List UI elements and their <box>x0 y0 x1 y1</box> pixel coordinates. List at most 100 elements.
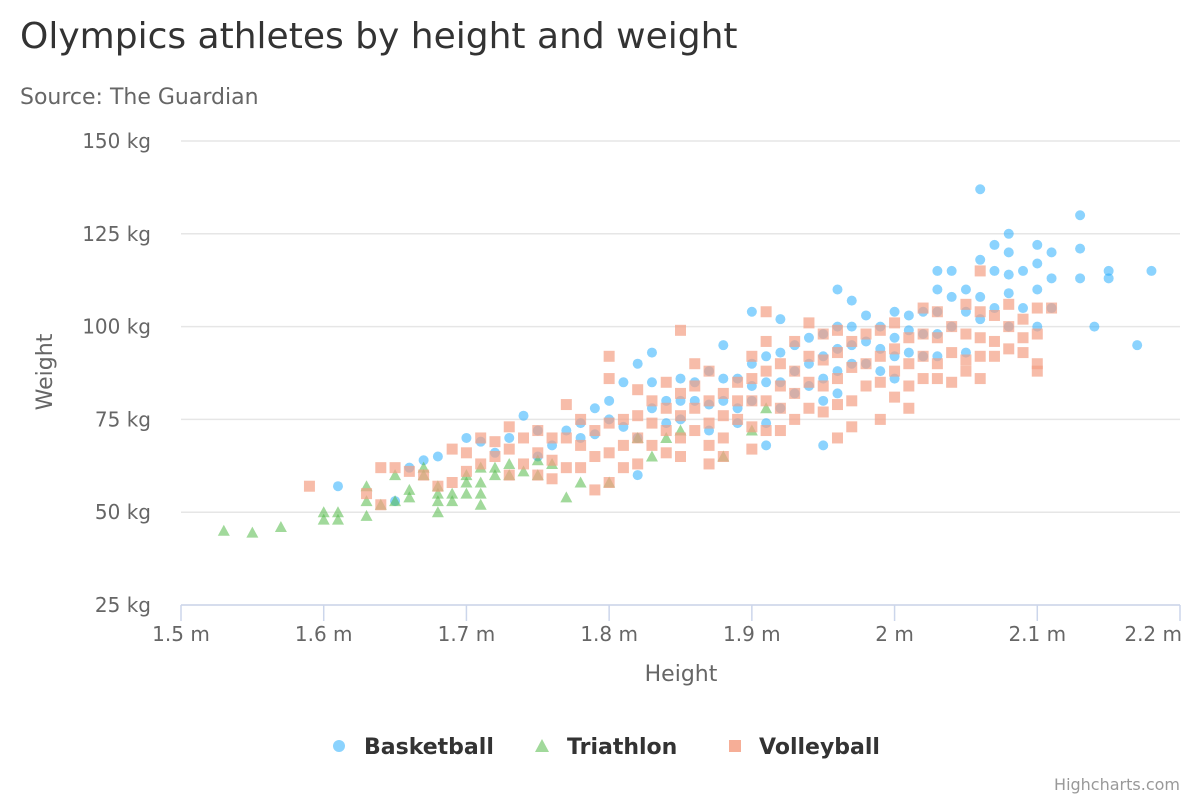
point-triathlon[interactable] <box>517 465 530 477</box>
point-volleyball[interactable] <box>789 365 801 377</box>
point-volleyball[interactable] <box>1031 358 1043 370</box>
point-basketball[interactable] <box>504 432 515 443</box>
point-volleyball[interactable] <box>974 265 986 277</box>
point-basketball[interactable] <box>1032 239 1043 250</box>
point-volleyball[interactable] <box>903 332 915 344</box>
point-volleyball[interactable] <box>603 350 615 362</box>
point-volleyball[interactable] <box>1031 302 1043 314</box>
point-basketball[interactable] <box>761 440 772 451</box>
point-volleyball[interactable] <box>303 480 315 492</box>
point-volleyball[interactable] <box>874 324 886 336</box>
point-volleyball[interactable] <box>1017 347 1029 359</box>
point-volleyball[interactable] <box>846 361 858 373</box>
point-basketball[interactable] <box>989 239 1000 250</box>
point-basketball[interactable] <box>1103 273 1114 284</box>
point-volleyball[interactable] <box>889 343 901 355</box>
point-volleyball[interactable] <box>660 425 672 437</box>
point-triathlon[interactable] <box>317 513 330 525</box>
point-volleyball[interactable] <box>860 380 872 392</box>
point-volleyball[interactable] <box>503 421 515 433</box>
point-volleyball[interactable] <box>703 439 715 451</box>
point-triathlon[interactable] <box>760 402 773 414</box>
point-volleyball[interactable] <box>646 395 658 407</box>
point-basketball[interactable] <box>1003 269 1014 280</box>
point-volleyball[interactable] <box>446 477 458 489</box>
point-basketball[interactable] <box>1046 273 1057 284</box>
point-volleyball[interactable] <box>632 384 644 396</box>
point-volleyball[interactable] <box>860 328 872 340</box>
point-triathlon[interactable] <box>488 469 501 481</box>
point-volleyball[interactable] <box>1046 302 1058 314</box>
point-volleyball[interactable] <box>1003 321 1015 333</box>
point-basketball[interactable] <box>461 432 472 443</box>
point-triathlon[interactable] <box>503 457 516 469</box>
point-triathlon[interactable] <box>474 498 487 510</box>
point-volleyball[interactable] <box>974 306 986 318</box>
point-volleyball[interactable] <box>646 439 658 451</box>
point-volleyball[interactable] <box>803 376 815 388</box>
point-volleyball[interactable] <box>375 499 387 511</box>
point-volleyball[interactable] <box>361 488 373 500</box>
point-volleyball[interactable] <box>703 458 715 470</box>
point-triathlon[interactable] <box>360 495 373 507</box>
point-volleyball[interactable] <box>703 395 715 407</box>
point-basketball[interactable] <box>803 332 814 343</box>
point-basketball[interactable] <box>946 265 957 276</box>
point-volleyball[interactable] <box>546 454 558 466</box>
point-basketball[interactable] <box>1018 303 1029 314</box>
point-basketball[interactable] <box>718 340 729 351</box>
point-volleyball[interactable] <box>903 402 915 414</box>
point-basketball[interactable] <box>1132 340 1143 351</box>
point-volleyball[interactable] <box>746 350 758 362</box>
point-triathlon[interactable] <box>360 509 373 521</box>
point-volleyball[interactable] <box>560 432 572 444</box>
point-volleyball[interactable] <box>660 402 672 414</box>
point-basketball[interactable] <box>761 351 772 362</box>
point-basketball[interactable] <box>618 377 629 388</box>
point-triathlon[interactable] <box>460 476 473 488</box>
point-volleyball[interactable] <box>503 469 515 481</box>
point-triathlon[interactable] <box>389 469 402 481</box>
point-volleyball[interactable] <box>774 358 786 370</box>
point-triathlon[interactable] <box>431 487 444 499</box>
point-volleyball[interactable] <box>675 324 686 336</box>
point-volleyball[interactable] <box>660 376 672 388</box>
point-volleyball[interactable] <box>846 335 858 347</box>
point-volleyball[interactable] <box>760 335 772 347</box>
point-basketball[interactable] <box>846 321 857 332</box>
point-basketball[interactable] <box>1146 265 1157 276</box>
point-volleyball[interactable] <box>817 406 829 418</box>
point-basketball[interactable] <box>932 265 943 276</box>
point-basketball[interactable] <box>746 306 757 317</box>
point-basketball[interactable] <box>718 373 729 384</box>
point-triathlon[interactable] <box>403 491 416 503</box>
point-basketball[interactable] <box>646 377 657 388</box>
point-volleyball[interactable] <box>518 432 530 444</box>
point-volleyball[interactable] <box>889 365 901 377</box>
point-basketball[interactable] <box>589 403 600 414</box>
point-volleyball[interactable] <box>917 350 929 362</box>
point-volleyball[interactable] <box>746 421 758 433</box>
point-volleyball[interactable] <box>460 465 472 477</box>
point-volleyball[interactable] <box>660 447 672 459</box>
point-volleyball[interactable] <box>389 462 401 474</box>
point-volleyball[interactable] <box>603 373 615 385</box>
point-volleyball[interactable] <box>974 350 986 362</box>
point-volleyball[interactable] <box>789 387 801 399</box>
point-volleyball[interactable] <box>575 462 587 474</box>
point-basketball[interactable] <box>1018 265 1029 276</box>
point-volleyball[interactable] <box>889 391 901 403</box>
point-basketball[interactable] <box>604 395 615 406</box>
point-volleyball[interactable] <box>646 417 658 429</box>
point-volleyball[interactable] <box>917 302 929 314</box>
point-volleyball[interactable] <box>503 443 515 455</box>
point-volleyball[interactable] <box>817 328 829 340</box>
point-basketball[interactable] <box>1075 243 1086 254</box>
legend-item-volleyball[interactable]: Volleyball <box>729 735 880 760</box>
point-volleyball[interactable] <box>475 458 487 470</box>
point-volleyball[interactable] <box>789 335 801 347</box>
point-triathlon[interactable] <box>560 491 573 503</box>
point-volleyball[interactable] <box>988 350 1000 362</box>
point-volleyball[interactable] <box>617 439 629 451</box>
point-basketball[interactable] <box>675 373 686 384</box>
